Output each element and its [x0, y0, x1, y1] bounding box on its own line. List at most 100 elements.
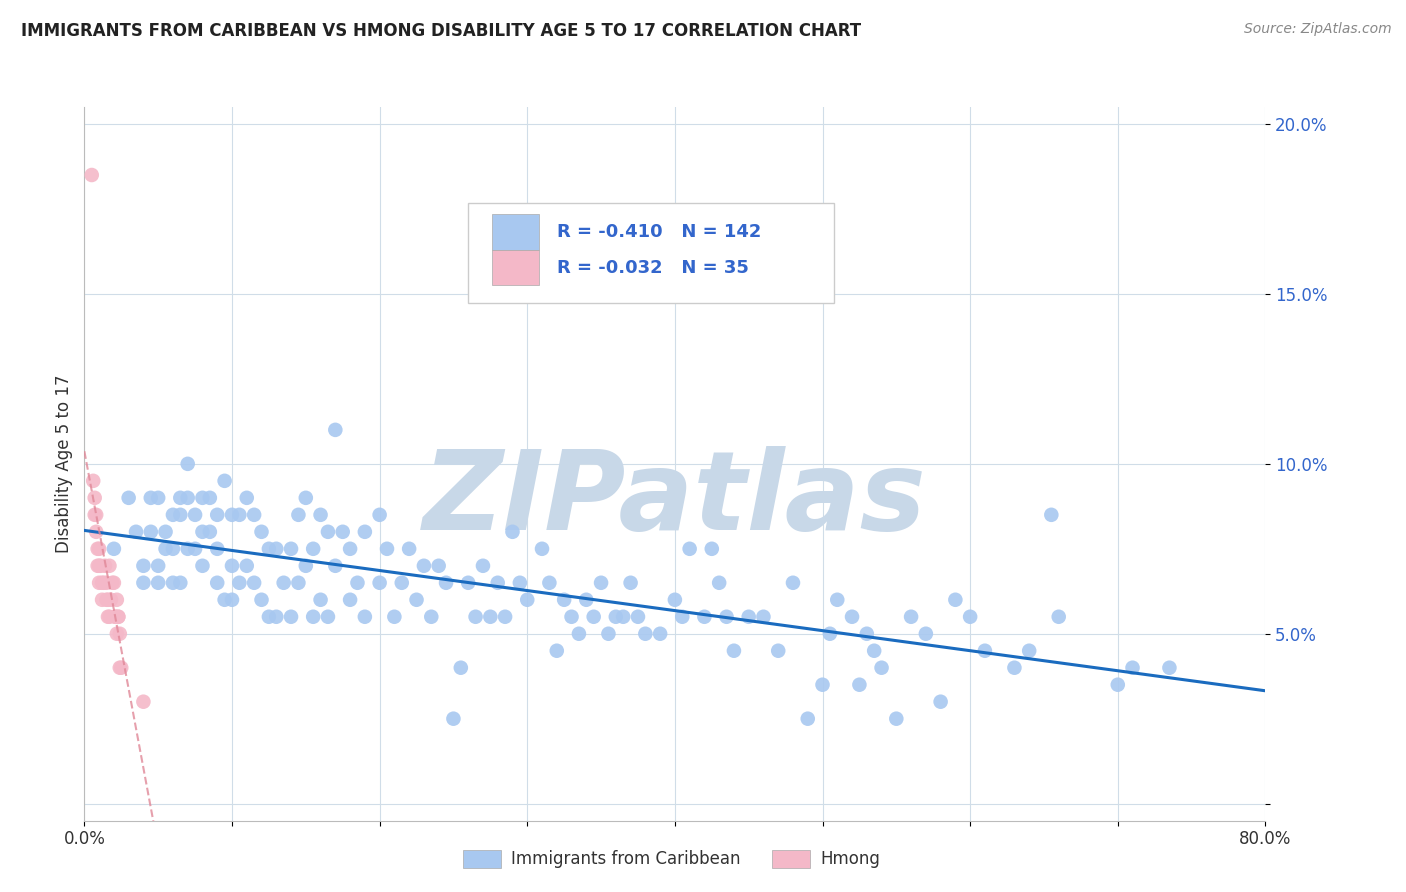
Point [716, 609, 738, 624]
Point [250, 592, 273, 607]
Point [723, 644, 745, 658]
Point [738, 609, 761, 624]
Point [118, 491, 141, 505]
Point [472, 558, 495, 573]
Point [104, 609, 127, 624]
Point [80, 168, 103, 182]
Point [125, 524, 148, 539]
Point [530, 541, 553, 556]
Point [228, 575, 250, 590]
Point [177, 491, 200, 505]
Point [169, 491, 191, 505]
Point [101, 575, 124, 590]
Point [162, 575, 184, 590]
Point [1122, 661, 1144, 675]
Point [132, 558, 155, 573]
Point [945, 592, 967, 607]
Point [191, 491, 214, 505]
Point [700, 541, 723, 556]
Point [516, 592, 538, 607]
Point [107, 609, 129, 624]
Point [287, 508, 309, 522]
Point [818, 626, 841, 640]
Point [598, 626, 620, 640]
Point [235, 558, 259, 573]
Point [191, 558, 214, 573]
Point [98, 558, 121, 573]
Point [184, 541, 207, 556]
Point [1159, 661, 1181, 675]
Point [105, 626, 128, 640]
Point [316, 609, 339, 624]
Point [368, 508, 391, 522]
Point [287, 575, 309, 590]
Point [110, 661, 132, 675]
Point [191, 524, 214, 539]
Point [1047, 609, 1070, 624]
Point [155, 524, 177, 539]
Point [96, 575, 118, 590]
Text: IMMIGRANTS FROM CARIBBEAN VS HMONG DISABILITY AGE 5 TO 17 CORRELATION CHART: IMMIGRANTS FROM CARIBBEAN VS HMONG DISAB… [21, 22, 862, 40]
Y-axis label: Disability Age 5 to 17: Disability Age 5 to 17 [55, 375, 73, 553]
Point [273, 575, 295, 590]
Point [91, 575, 114, 590]
Point [309, 592, 332, 607]
FancyBboxPatch shape [468, 203, 834, 303]
Point [1018, 644, 1040, 658]
Point [546, 644, 568, 658]
Point [886, 712, 908, 726]
Point [139, 491, 162, 505]
Point [368, 575, 391, 590]
Point [309, 508, 332, 522]
Point [575, 592, 598, 607]
Point [914, 626, 936, 640]
Point [627, 609, 650, 624]
Point [827, 592, 849, 607]
Point [427, 558, 450, 573]
Point [634, 626, 657, 640]
Point [501, 524, 523, 539]
Point [752, 609, 775, 624]
Point [693, 609, 716, 624]
Point [405, 592, 427, 607]
Point [332, 524, 354, 539]
Point [382, 609, 406, 624]
Point [295, 558, 318, 573]
Point [87, 541, 111, 556]
Text: Hmong: Hmong [820, 850, 880, 868]
Point [162, 541, 184, 556]
Point [84, 524, 107, 539]
Point [97, 609, 120, 624]
Point [295, 491, 318, 505]
Point [302, 541, 325, 556]
Point [796, 712, 818, 726]
Point [612, 609, 634, 624]
Point [83, 508, 105, 522]
Point [420, 609, 443, 624]
Point [479, 609, 502, 624]
Text: Source: ZipAtlas.com: Source: ZipAtlas.com [1244, 22, 1392, 37]
Point [302, 609, 325, 624]
Point [97, 592, 120, 607]
Point [582, 609, 605, 624]
Point [221, 508, 243, 522]
Point [105, 592, 128, 607]
Point [243, 508, 266, 522]
Point [100, 592, 122, 607]
Point [235, 491, 259, 505]
Point [1040, 508, 1063, 522]
Point [354, 524, 377, 539]
Point [1107, 678, 1129, 692]
Point [169, 508, 191, 522]
Point [214, 592, 236, 607]
Point [323, 423, 347, 437]
Point [205, 575, 228, 590]
Point [509, 575, 531, 590]
Point [768, 644, 790, 658]
Point [98, 609, 121, 624]
Point [205, 508, 228, 522]
Point [398, 541, 420, 556]
Point [82, 474, 104, 488]
Point [177, 457, 200, 471]
Point [959, 609, 981, 624]
